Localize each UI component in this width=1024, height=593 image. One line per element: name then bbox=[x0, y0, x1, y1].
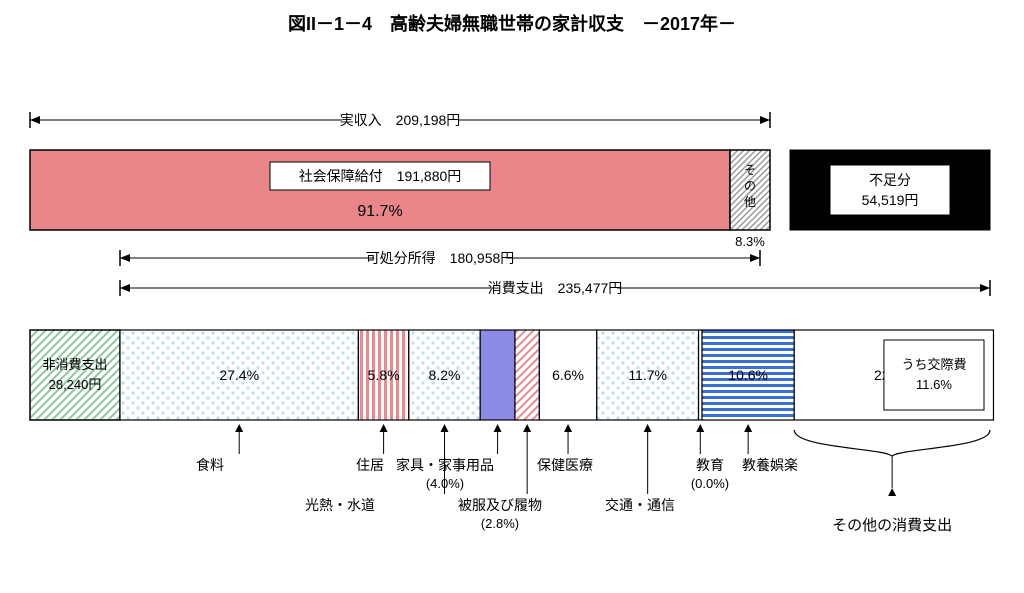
income-social-pct: 91.7% bbox=[357, 203, 402, 220]
expense-label-clothing: 被服及び履物 bbox=[458, 497, 542, 513]
bracket-consumption: 消費支出 235,477円 bbox=[120, 280, 990, 296]
bracket-disposable: 可処分所得 180,958円 bbox=[120, 250, 760, 266]
social-expense-pct: 11.6% bbox=[916, 377, 952, 392]
svg-text:消費支出 235,477円: 消費支出 235,477円 bbox=[488, 280, 623, 296]
income-social-label: 社会保障給付 191,880円 bbox=[299, 168, 462, 184]
expense-seg-furniture bbox=[480, 330, 515, 420]
expense-label-util: 光熱・水道 bbox=[305, 497, 375, 513]
expense-label-food: 食料 bbox=[196, 457, 224, 473]
expense-sublabel-furniture: (4.0%) bbox=[426, 476, 464, 491]
expense-label-furniture: 家具・家事用品 bbox=[396, 457, 494, 473]
expense-label-transport: 交通・通信 bbox=[605, 497, 675, 513]
other-consumption-label: その他の消費支出 bbox=[832, 517, 952, 534]
social-expense-label: うち交際費 bbox=[901, 357, 966, 372]
expense-label-medical: 保健医療 bbox=[537, 457, 593, 473]
svg-text:可処分所得 180,958円: 可処分所得 180,958円 bbox=[366, 250, 515, 266]
expense-seg-clothing bbox=[515, 330, 539, 420]
expense-sublabel-clothing: (2.8%) bbox=[481, 516, 519, 531]
social-expense-box bbox=[884, 340, 984, 410]
brace-other bbox=[794, 430, 990, 456]
expense-label-leisure: 教養娯楽 bbox=[742, 457, 798, 473]
income-other-pct: 8.3% bbox=[735, 234, 765, 249]
shortfall-label: 不足分 bbox=[869, 172, 911, 188]
bracket-income: 実収入 209,198円 bbox=[30, 112, 770, 128]
expense-pct-leisure: 10.6% bbox=[728, 367, 768, 383]
non-consumption-box bbox=[30, 330, 120, 420]
non-consumption-label: 非消費支出 bbox=[42, 357, 107, 372]
chart-title: 図II－1－4 高齢夫婦無職世帯の家計収支 －2017年－ bbox=[288, 13, 736, 34]
income-other-l1: そ bbox=[744, 163, 756, 177]
non-consumption-amount: 28,240円 bbox=[49, 377, 102, 392]
income-other-l3: 他 bbox=[744, 195, 756, 209]
expense-sublabel-education: (0.0%) bbox=[691, 476, 729, 491]
expense-pct-util: 8.2% bbox=[429, 367, 461, 383]
expense-label-housing: 住居 bbox=[356, 457, 384, 473]
expense-label-education: 教育 bbox=[696, 457, 724, 473]
expense-pct-transport: 11.7% bbox=[628, 367, 667, 383]
expense-pct-food: 27.4% bbox=[219, 367, 259, 383]
shortfall-amount: 54,519円 bbox=[862, 192, 919, 208]
svg-text:実収入 209,198円: 実収入 209,198円 bbox=[340, 112, 461, 128]
expense-pct-medical: 6.6% bbox=[552, 367, 584, 383]
expense-pct-housing: 5.8% bbox=[368, 367, 400, 383]
income-other-l2: の bbox=[744, 179, 756, 193]
